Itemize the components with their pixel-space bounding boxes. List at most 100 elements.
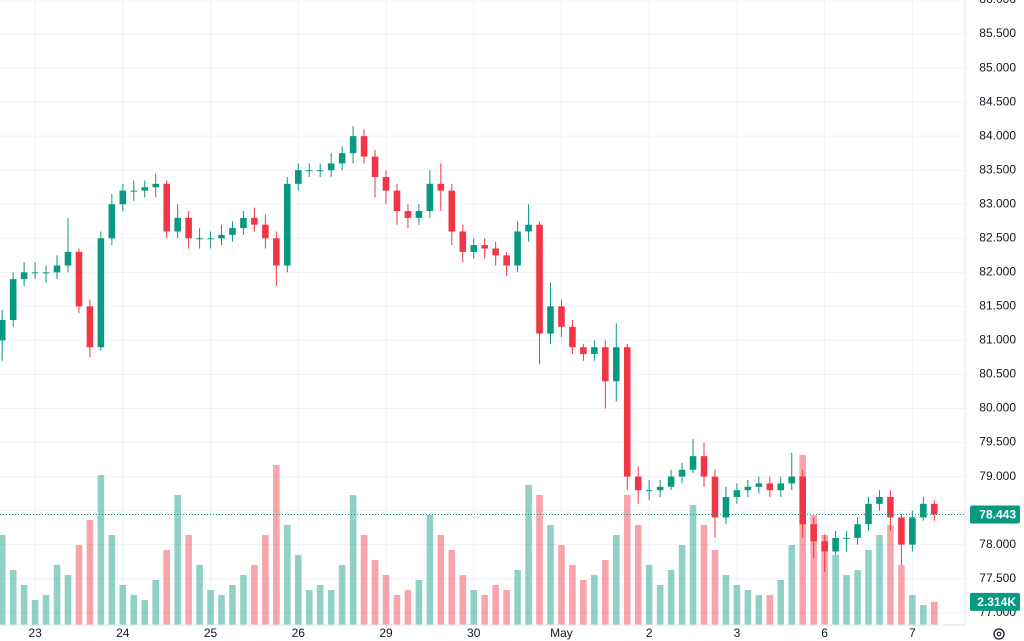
candle-body xyxy=(799,476,806,525)
candle-body xyxy=(514,231,521,266)
volume-bar xyxy=(437,535,445,625)
candle-body xyxy=(634,476,642,491)
volume-bar xyxy=(733,585,741,625)
volume-bar xyxy=(876,535,883,625)
candle-body xyxy=(931,503,938,515)
volume-bar xyxy=(678,545,686,625)
candle-body xyxy=(305,170,313,172)
y-tick-label: 83.500 xyxy=(979,162,1016,176)
candle-body xyxy=(722,497,730,518)
volume-bar xyxy=(284,525,291,625)
candle-body xyxy=(349,136,357,154)
volume-bar xyxy=(86,520,94,625)
candle-body xyxy=(108,204,116,239)
volume-bar xyxy=(865,550,872,625)
candle-body xyxy=(316,170,324,172)
y-tick-label: 84.000 xyxy=(979,128,1016,142)
volume-bar xyxy=(229,585,236,625)
candle-body xyxy=(887,497,894,518)
volume-bar xyxy=(20,585,28,625)
volume-bar xyxy=(119,585,127,625)
candle-body xyxy=(612,347,620,382)
volume-bar xyxy=(251,565,258,625)
y-tick-label: 81.000 xyxy=(979,333,1016,347)
settings-icon[interactable] xyxy=(993,628,1005,640)
y-tick-label: 82.000 xyxy=(979,265,1016,279)
volume-bar xyxy=(152,580,160,625)
candle-body xyxy=(196,238,203,240)
candle-body xyxy=(876,497,883,504)
candle-body xyxy=(898,517,905,545)
candle-body xyxy=(262,224,269,239)
candle-body xyxy=(656,486,664,491)
candle-body xyxy=(810,524,817,542)
x-tick-label: 2 xyxy=(646,626,653,640)
candle-body xyxy=(174,217,181,232)
volume-bar xyxy=(448,550,456,625)
volume-bar xyxy=(97,475,105,625)
volume-bar xyxy=(667,570,675,625)
volume-bar xyxy=(218,595,225,625)
candle-body xyxy=(448,190,456,232)
volume-bar xyxy=(349,495,357,625)
candle-body xyxy=(97,238,105,348)
candle-body xyxy=(459,231,467,252)
volume-bar xyxy=(656,585,664,625)
candle-body xyxy=(327,163,335,171)
volume-bar xyxy=(931,601,938,625)
candle-body xyxy=(437,183,445,191)
candle-body xyxy=(492,248,499,256)
last-volume-label: 2.314K xyxy=(977,595,1016,609)
candle-body xyxy=(755,483,763,487)
volume-bar xyxy=(459,575,467,625)
y-tick-label: 83.000 xyxy=(979,196,1016,210)
volume-bar xyxy=(426,515,434,625)
candle-layer xyxy=(0,125,938,572)
candle-body xyxy=(130,190,138,192)
y-tick-label: 78.000 xyxy=(979,537,1016,551)
volume-bar xyxy=(382,575,390,625)
volume-bar xyxy=(470,590,478,625)
volume-bar xyxy=(31,600,39,625)
candle-body xyxy=(700,456,708,477)
y-tick-label: 80.500 xyxy=(979,367,1016,381)
y-tick-label: 86.000 xyxy=(979,0,1016,6)
candle-body xyxy=(645,490,653,492)
last-price-box xyxy=(970,505,1020,524)
candle-body xyxy=(832,537,839,552)
volume-bar xyxy=(777,580,785,625)
candle-body xyxy=(602,347,609,382)
volume-bar xyxy=(42,595,50,625)
y-tick-label: 80.000 xyxy=(979,401,1016,415)
volume-bar xyxy=(536,495,543,625)
candle-body xyxy=(843,537,850,539)
candle-body xyxy=(536,224,543,334)
last-volume-box xyxy=(970,592,1020,611)
volume-bar xyxy=(612,535,620,625)
volume-bar xyxy=(832,555,839,625)
y-tick-label: 79.500 xyxy=(979,435,1016,449)
volume-bar xyxy=(207,590,214,625)
volume-bar xyxy=(645,565,653,625)
volume-bar xyxy=(9,570,17,625)
candle-body xyxy=(415,211,423,218)
volume-bar xyxy=(854,570,861,625)
x-tick-label: 26 xyxy=(292,626,306,640)
volume-bar xyxy=(909,595,916,625)
volume-bar xyxy=(766,595,774,625)
candle-body xyxy=(42,272,50,274)
candle-body xyxy=(481,245,488,249)
volume-bar xyxy=(492,585,499,625)
x-tick-label: 7 xyxy=(909,626,916,640)
volume-bar xyxy=(799,455,806,625)
volume-bar xyxy=(843,575,850,625)
volume-bar xyxy=(294,555,302,625)
y-tick-label: 82.500 xyxy=(979,230,1016,244)
volume-bar xyxy=(788,545,796,625)
candle-body xyxy=(119,190,127,205)
volume-layer xyxy=(0,455,938,625)
volume-bar xyxy=(722,575,730,625)
